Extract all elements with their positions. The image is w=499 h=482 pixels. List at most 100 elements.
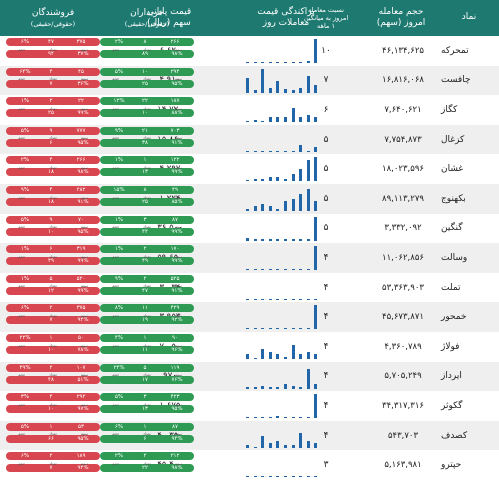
- buy-value: ۲%: [114, 453, 124, 460]
- table-row[interactable]: چافست۱۶,۸۱۶,۰۶۸۷۴,۹۱۰۵%۱۰۲۹۴۹۵%۲۵سهمتعدا…: [0, 65, 499, 96]
- sell-value: ۱: [49, 423, 53, 430]
- volume-value: ۷,۷۵۴,۸۷۳: [384, 134, 422, 145]
- symbol-name[interactable]: تمحرکه: [441, 45, 469, 56]
- header-volume[interactable]: حجم معامله امروز (سهم): [376, 6, 426, 28]
- symbol-name[interactable]: گکوثر: [441, 400, 463, 411]
- distribution-bar: [261, 68, 265, 93]
- symbol-name[interactable]: چافست: [441, 75, 471, 86]
- sell-real-bar: ۹۴% ۷: [6, 464, 100, 473]
- sell-real-percent: ۹۹%: [77, 287, 89, 294]
- table-row[interactable]: گکوثر۳۴,۳۱۷,۳۱۶۴۱,۶۷۵۵%۳۴۲۳۹۵%۱۳سهمتعداد…: [0, 391, 499, 421]
- symbol-name[interactable]: تملت: [441, 282, 461, 293]
- buy-value: ۲۱۲: [170, 453, 180, 460]
- buy-value: ۲۲: [142, 98, 148, 105]
- distribution-bar: [253, 417, 257, 419]
- buy-value: ۱: [143, 335, 147, 341]
- buy-value: ۸۷: [172, 216, 178, 223]
- symbol-name[interactable]: ایرداز: [441, 371, 462, 382]
- sell-labels: سهم تعداد حجم: [6, 283, 100, 288]
- distribution-bar: [314, 298, 318, 300]
- table-row[interactable]: فولاژ۴,۳۶۰,۷۸۹۴۷,۰۵۰۴%۱۹۰۹۶%۱۱سهمتعدادحج…: [0, 332, 499, 362]
- sell-labels: سهم تعداد حجم: [6, 461, 100, 466]
- sell-labels: سهم تعداد حجم: [6, 313, 100, 318]
- header-sellers[interactable]: فروشندگان (حقوقی/حقیقی): [30, 8, 76, 28]
- symbol-name[interactable]: کصدف: [441, 430, 468, 441]
- buy-legal-bar: ۹% ۲۱ ۷۰۳: [100, 126, 194, 135]
- table-row[interactable]: کصدف۵۴۳,۷۰۳۴۴۰,۳۵۰۶%۱۸۷۹۴%۶سهمتعدادحجم۵%…: [0, 420, 499, 451]
- buy-real-percent: ۹۵%: [171, 80, 183, 87]
- column-label: تعداد: [143, 253, 151, 259]
- symbol-name[interactable]: فولاژ: [441, 341, 460, 352]
- column-label: تعداد: [143, 105, 151, 111]
- header-price[interactable]: قیمت پایانی سهم (ریال): [146, 6, 192, 28]
- table-row[interactable]: گنگین۳,۳۳۲,۰۹۲۵۳۶,۵۰۰۱%۳۸۷۹۹%۴۴سهمتعدادح…: [0, 214, 499, 244]
- ratio-value: ۵: [323, 164, 329, 175]
- volume-value: ۴۵,۶۷۳,۸۷۱: [382, 312, 424, 323]
- symbol-name[interactable]: کزغال: [441, 134, 465, 145]
- distribution-bar: [276, 387, 280, 389]
- table-row[interactable]: تمحرکه۴۶,۱۳۴,۶۲۵۱۰۶,۶۲۰۲%۸۲۶۶۹۸%۸۹سهمتعد…: [0, 36, 499, 66]
- symbol-name[interactable]: بکهنوج: [441, 193, 466, 204]
- distribution-bar: [276, 440, 280, 448]
- table-row[interactable]: بکهنوج۸۹,۱۱۳,۲۷۹۵۱,۲۲۴۱۵%۸۴۹۸۵%۲۵سهمتعدا…: [0, 184, 499, 214]
- table-row[interactable]: کگاز۷,۶۴۰,۶۲۱۶۱۴,۷۲۰۱۲%۲۲۱۸۷۸۸%۱۰سهمتعدا…: [0, 95, 499, 125]
- distribution-bar: [291, 150, 295, 152]
- symbol-name[interactable]: گنگین: [441, 223, 463, 234]
- sell-labels: سهم تعداد حجم: [6, 254, 100, 259]
- buy-value: ۱۲۲: [170, 157, 180, 164]
- distribution-bar: [284, 89, 287, 93]
- distribution-bar: [261, 349, 265, 359]
- buy-group: ۴% ۱ ۹۰ ۹۶% ۱۱ سهم تعداد حجم: [100, 334, 194, 360]
- price-distribution-sparkline: [244, 305, 324, 330]
- symbol-name[interactable]: وسالت: [441, 252, 468, 263]
- volume-value: ۴,۳۶۰,۷۸۹: [384, 341, 422, 352]
- buy-labels: سهم تعداد حجم: [100, 224, 194, 229]
- sell-legal-bar: ۳% ۴ ۲۹۲: [6, 393, 100, 402]
- column-label: سهم: [174, 194, 183, 200]
- column-label: حجم: [17, 194, 26, 200]
- buy-value: ۹%: [114, 275, 124, 282]
- buy-value: ۱۱: [142, 305, 148, 312]
- symbol-name[interactable]: خمحور: [441, 312, 467, 323]
- buy-legal-bar: ۱% ۱ ۱۲۲: [100, 156, 194, 165]
- distribution-bar: [246, 121, 249, 123]
- table-row[interactable]: حپترو۵,۱۶۳,۹۸۱۳۴۵,۴۰۰۲%۲۲۱۲۹۸%۲۲سهمتعداد…: [0, 450, 499, 480]
- column-label: حجم: [111, 283, 120, 289]
- sell-labels: سهم تعداد حجم: [6, 76, 100, 81]
- buy-real-bar: ۹۴% ۶: [100, 434, 194, 443]
- distribution-bar: [268, 351, 272, 359]
- sell-real-percent: ۳۶%: [77, 80, 89, 87]
- header-distribution[interactable]: پراکندگی قیمت معاملات روز: [257, 6, 315, 28]
- sell-legal-bar: ۱% ۶ ۳۱۹: [6, 245, 100, 254]
- distribution-bar: [246, 328, 249, 330]
- table-row[interactable]: کزغال۷,۷۵۴,۸۷۳۵۱۵,۸۶۰۹%۲۱۷۰۳۹۱%۳۸سهمتعدا…: [0, 124, 499, 155]
- sell-value: ۴: [49, 187, 53, 193]
- table-row[interactable]: تملت۵۳,۳۶۳,۹۰۳۴۳,۰۳۴۹%۲۵۲۵۹۱%۴۷سهمتعدادح…: [0, 273, 499, 303]
- header-name[interactable]: نماد: [461, 12, 477, 23]
- header-ratio[interactable]: نسبت معامله امروز به میانگین ۱ ماهه: [303, 5, 349, 31]
- distribution-bar: [314, 354, 318, 359]
- distribution-bar: [261, 150, 265, 152]
- symbol-name[interactable]: کگاز: [441, 104, 458, 115]
- table-row[interactable]: وسالت۱۱,۰۶۲,۸۵۶۴۵۹,۶۵۰۱%۲۱۷۰۹۹%۴۹سهمتعدا…: [0, 243, 499, 273]
- sell-value: ۳%: [20, 394, 30, 401]
- header-buyers[interactable]: خریداران (حقوقی/حقیقی): [124, 8, 170, 28]
- sell-real-count: ۹۴: [48, 51, 54, 57]
- buy-group: ۱% ۳ ۸۷ ۹۹% ۴۴ سهم تعداد حجم: [100, 215, 194, 242]
- distribution-bar: [306, 60, 310, 63]
- symbol-name[interactable]: حپترو: [441, 460, 462, 471]
- distribution-bar: [291, 476, 295, 478]
- sell-group: ۱% ۵ ۵۲۰ ۹۹% ۱۲ سهم تعداد حجم: [6, 274, 100, 301]
- column-label: سهم: [80, 224, 89, 230]
- table-row[interactable]: ایرداز۵,۷۰۵,۲۴۹۴۹۷۰۲۴%۵۱۱۹۷۶%۱۷سهمتعدادح…: [0, 361, 499, 392]
- sell-value: ۵%: [20, 216, 30, 223]
- buy-real-count: ۴۴: [142, 228, 148, 235]
- distribution-bar: [299, 433, 303, 448]
- buy-value: ۲: [143, 275, 147, 282]
- buy-legal-bar: ۲% ۸ ۲۶۶: [100, 38, 194, 46]
- column-label: سهم: [80, 194, 89, 200]
- column-label: حجم: [17, 342, 26, 348]
- table-row[interactable]: خمحور۴۵,۶۷۳,۸۷۱۴۳,۹۵۳۸%۱۱۴۲۹۹۲%۱۹سهمتعدا…: [0, 302, 499, 332]
- table-row[interactable]: غشان۱۸,۰۲۳,۵۹۶۵۴,۲۹۷۱%۱۱۲۲۹۹%۱۳سهمتعدادح…: [0, 154, 499, 184]
- symbol-name[interactable]: غشان: [441, 164, 464, 175]
